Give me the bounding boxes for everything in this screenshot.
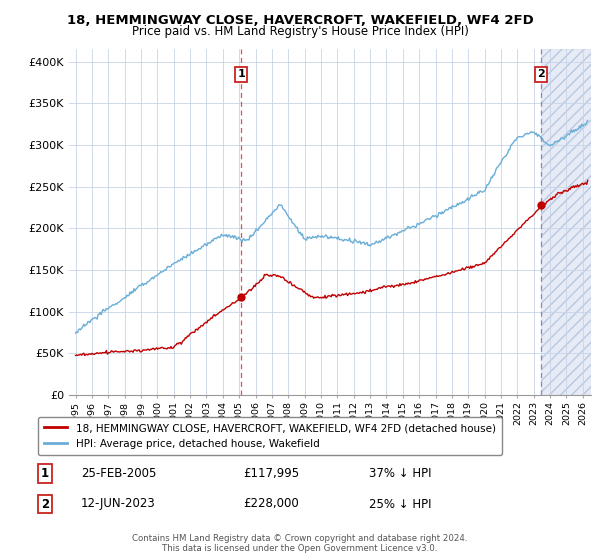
Text: 25% ↓ HPI: 25% ↓ HPI [369,497,431,511]
Text: 12-JUN-2023: 12-JUN-2023 [81,497,156,511]
Text: Contains HM Land Registry data © Crown copyright and database right 2024.
This d: Contains HM Land Registry data © Crown c… [132,534,468,553]
Text: 18, HEMMINGWAY CLOSE, HAVERCROFT, WAKEFIELD, WF4 2FD: 18, HEMMINGWAY CLOSE, HAVERCROFT, WAKEFI… [67,14,533,27]
Legend: 18, HEMMINGWAY CLOSE, HAVERCROFT, WAKEFIELD, WF4 2FD (detached house), HPI: Aver: 18, HEMMINGWAY CLOSE, HAVERCROFT, WAKEFI… [38,417,502,455]
Text: 1: 1 [41,466,49,480]
Text: £228,000: £228,000 [243,497,299,511]
Text: £117,995: £117,995 [243,466,299,480]
Text: 25-FEB-2005: 25-FEB-2005 [81,466,157,480]
Bar [541,49,591,395]
Bar [541,49,591,395]
Text: 2: 2 [537,69,545,80]
Text: 1: 1 [237,69,245,80]
Text: 2: 2 [41,497,49,511]
Text: 37% ↓ HPI: 37% ↓ HPI [369,466,431,480]
Text: Price paid vs. HM Land Registry's House Price Index (HPI): Price paid vs. HM Land Registry's House … [131,25,469,38]
